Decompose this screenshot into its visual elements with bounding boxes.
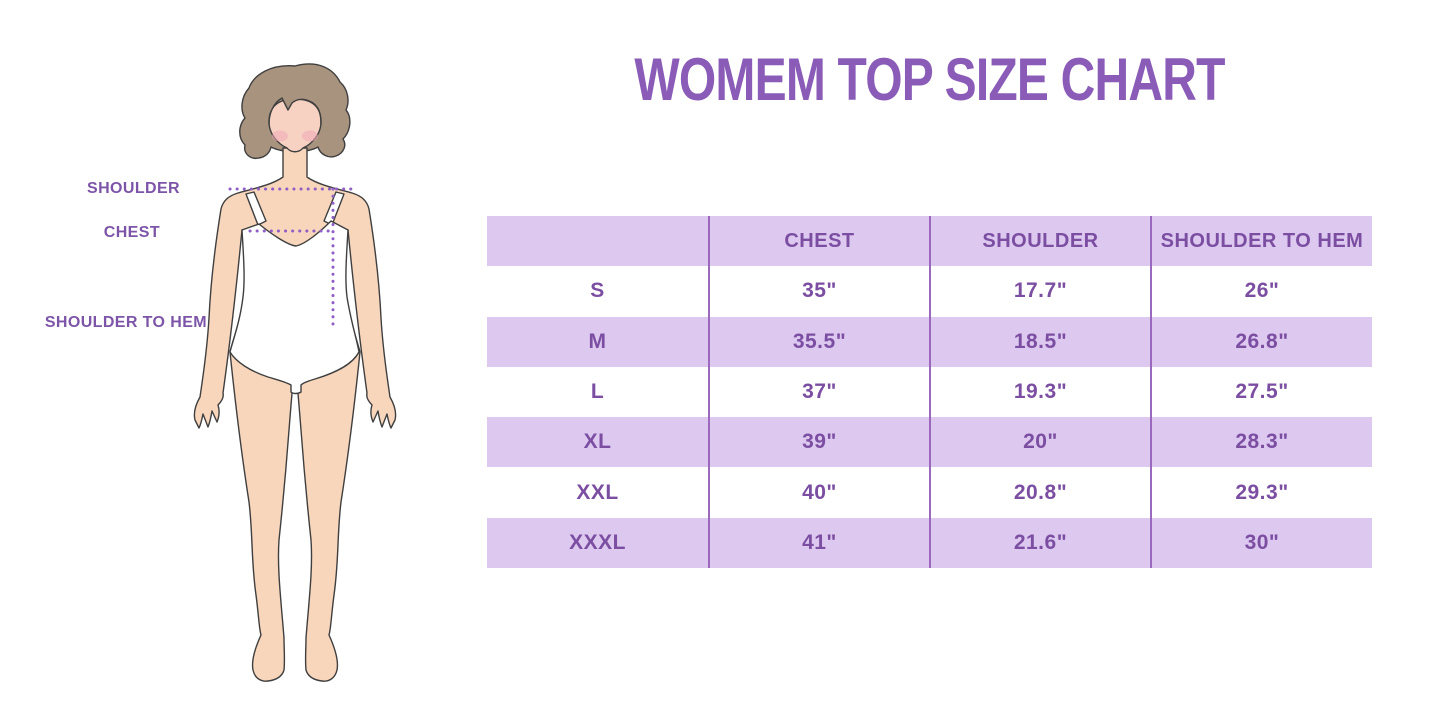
shoulder-to-hem-label: SHOULDER TO HEM — [44, 314, 207, 331]
size-cell: XL — [583, 430, 612, 454]
table-row: XL 39" 20" 28.3" — [487, 417, 1372, 468]
size-table: CHEST SHOULDER SHOULDER TO HEM S 35" 17.… — [487, 216, 1372, 569]
shoulder-to-hem-cell: 27.5" — [1150, 366, 1372, 418]
size-cell: XXXL — [569, 530, 626, 554]
shoulder-to-hem-cell: 30" — [1150, 517, 1372, 569]
size-cell: M — [588, 329, 607, 353]
shoulder-label: SHOULDER — [87, 180, 180, 197]
shoulder-to-hem-cell: 26" — [1150, 266, 1372, 317]
header-chest: CHEST — [708, 216, 930, 267]
size-cell: L — [590, 380, 605, 404]
body-silhouette — [193, 147, 397, 682]
chest-cell: 37" — [708, 366, 930, 418]
table-header-row: CHEST SHOULDER SHOULDER TO HEM — [487, 216, 1372, 267]
shoulder-cell: 21.6" — [929, 517, 1151, 569]
chest-cell: 39" — [708, 417, 930, 468]
woman-figure-illustration — [193, 63, 397, 682]
header-shoulder-to-hem: SHOULDER TO HEM — [1150, 216, 1372, 267]
size-cell: S — [590, 279, 605, 303]
page-title: WOMEM TOP SIZE CHART — [634, 46, 1225, 113]
shoulder-cell: 19.3" — [929, 366, 1151, 418]
chest-label: CHEST — [103, 224, 160, 241]
chest-cell: 35" — [708, 266, 930, 317]
chest-cell: 35.5" — [708, 316, 930, 367]
shoulder-cell: 20.8" — [929, 467, 1151, 518]
table-row: XXXL 41" 21.6" 30" — [487, 517, 1372, 569]
blush-left-cheek — [272, 130, 288, 142]
shoulder-to-hem-cell: 29.3" — [1150, 467, 1372, 518]
table-row: XXL 40" 20.8" 29.3" — [487, 467, 1372, 518]
table-row: S 35" 17.7" 26" — [487, 266, 1372, 317]
shoulder-to-hem-cell: 26.8" — [1150, 316, 1372, 367]
camisole-strap-right — [323, 191, 345, 226]
hairline-stroke — [268, 97, 322, 125]
shoulder-cell: 17.7" — [929, 266, 1151, 317]
chest-cell: 40" — [708, 467, 930, 518]
chest-cell: 41" — [708, 517, 930, 569]
table-row: L 37" 19.3" 27.5" — [487, 366, 1372, 418]
table-row: M 35.5" 18.5" 26.8" — [487, 316, 1372, 367]
shoulder-cell: 18.5" — [929, 316, 1151, 367]
header-shoulder: SHOULDER — [929, 216, 1151, 267]
shoulder-to-hem-cell: 28.3" — [1150, 417, 1372, 468]
blush-right-cheek — [302, 130, 318, 142]
camisole-bodysuit — [229, 220, 360, 395]
shoulder-cell: 20" — [929, 417, 1151, 468]
header-size — [487, 216, 709, 266]
size-cell: XXL — [576, 480, 619, 504]
camisole-strap-left — [245, 191, 267, 226]
